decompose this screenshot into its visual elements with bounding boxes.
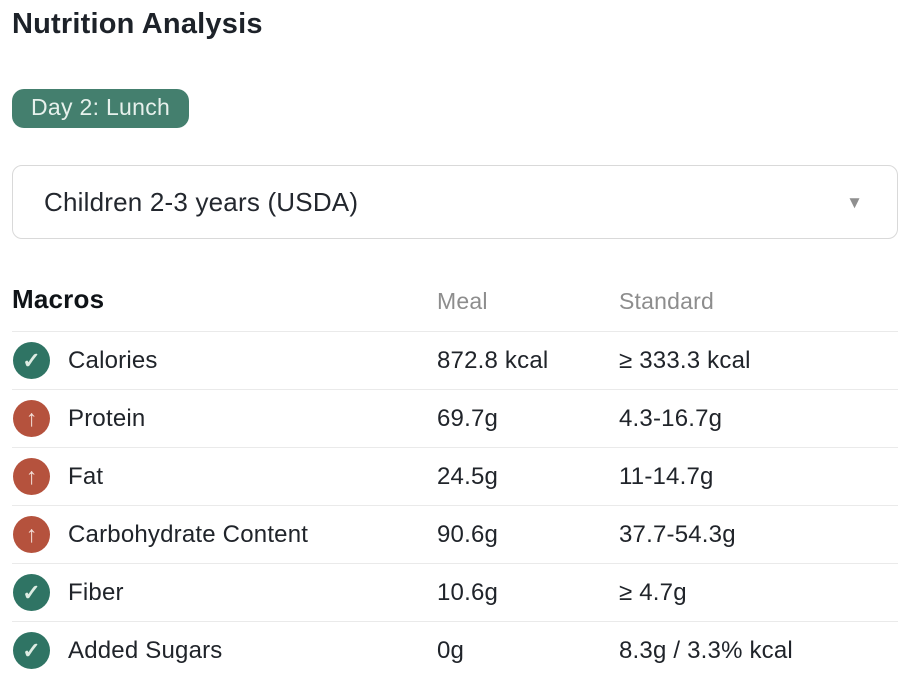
table-row: ✓ Calories 872.8 kcal ≥ 333.3 kcal: [12, 331, 898, 389]
standard-value: 11-14.7g: [619, 462, 714, 490]
meal-value: 0g: [437, 636, 465, 664]
nutrient-label: Added Sugars: [68, 636, 223, 664]
caret-down-icon: ▼: [846, 192, 863, 212]
nutrition-analysis-panel: Nutrition Analysis Day 2: Lunch Children…: [12, 8, 898, 679]
standard-value: ≥ 333.3 kcal: [619, 346, 751, 374]
nutrient-label: Carbohydrate Content: [68, 520, 309, 548]
section-title-macros: Macros: [12, 284, 105, 314]
column-header-standard: Standard: [619, 288, 714, 314]
meal-value: 90.6g: [437, 520, 499, 548]
table-row: ↑ Carbohydrate Content 90.6g 37.7-54.3g: [12, 505, 898, 563]
table-row: ✓ Added Sugars 0g 8.3g / 3.3% kcal: [12, 621, 898, 679]
table-row: ✓ Fiber 10.6g ≥ 4.7g: [12, 563, 898, 621]
standard-value: 4.3-16.7g: [619, 404, 723, 432]
table-header-row: Macros Meal Standard: [12, 239, 898, 331]
table-row: ↑ Protein 69.7g 4.3-16.7g: [12, 389, 898, 447]
check-icon: ✓: [13, 632, 50, 669]
nutrient-label: Fiber: [68, 578, 124, 606]
standard-select[interactable]: Children 2-3 years (USDA) ▼: [12, 165, 898, 239]
arrow-up-icon: ↑: [13, 400, 50, 437]
nutrient-label: Calories: [68, 346, 158, 374]
standard-value: 8.3g / 3.3% kcal: [619, 636, 793, 664]
arrow-up-icon: ↑: [13, 458, 50, 495]
check-icon: ✓: [13, 574, 50, 611]
meal-value: 872.8 kcal: [437, 346, 549, 374]
standard-value: ≥ 4.7g: [619, 578, 687, 606]
standard-value: 37.7-54.3g: [619, 520, 736, 548]
standard-select-value: Children 2-3 years (USDA): [44, 186, 359, 217]
column-header-meal: Meal: [437, 288, 488, 314]
nutrient-label: Protein: [68, 404, 146, 432]
check-icon: ✓: [13, 342, 50, 379]
meal-badge: Day 2: Lunch: [12, 89, 190, 128]
meal-value: 69.7g: [437, 404, 499, 432]
table-row: ↑ Fat 24.5g 11-14.7g: [12, 447, 898, 505]
arrow-up-icon: ↑: [13, 516, 50, 553]
meal-value: 10.6g: [437, 578, 499, 606]
page-title: Nutrition Analysis: [12, 8, 263, 40]
nutrient-label: Fat: [68, 462, 104, 490]
meal-value: 24.5g: [437, 462, 499, 490]
macros-table-body: ✓ Calories 872.8 kcal ≥ 333.3 kcal ↑ Pro…: [12, 331, 898, 679]
